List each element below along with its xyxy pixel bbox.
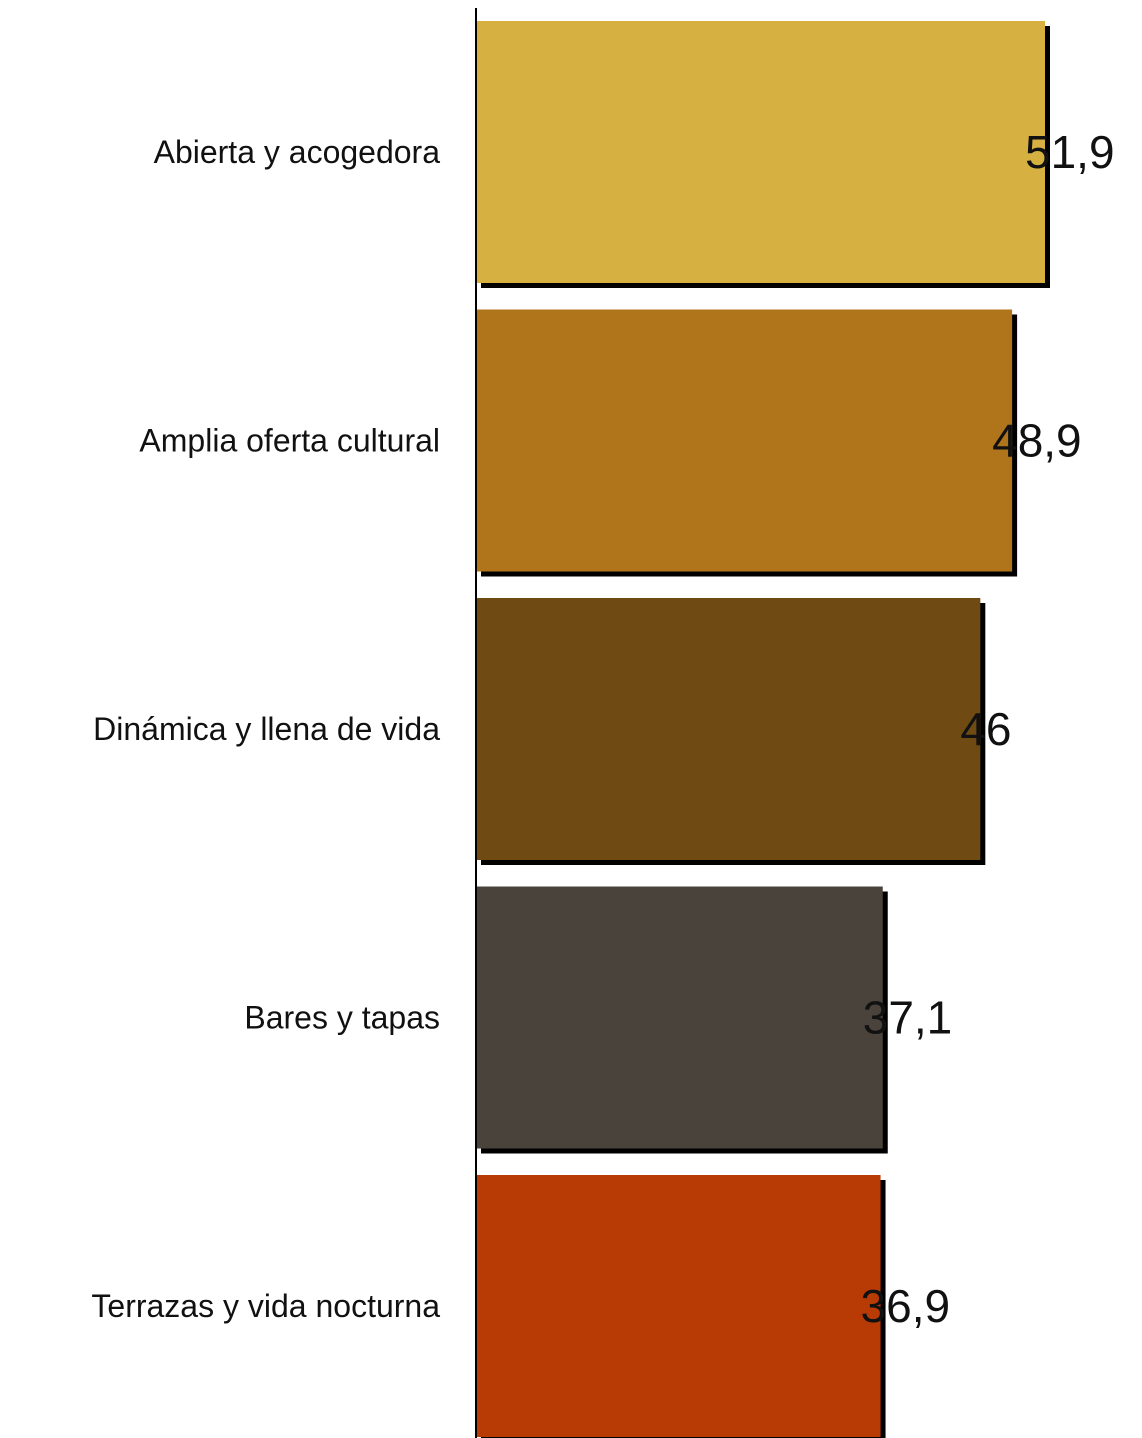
data-label: 46 bbox=[960, 703, 1011, 755]
bars-group bbox=[476, 21, 1050, 1438]
bar bbox=[476, 886, 883, 1149]
bar bbox=[476, 309, 1013, 572]
bar bbox=[476, 21, 1045, 283]
category-label: Abierta y acogedora bbox=[154, 134, 441, 170]
category-label: Bares y tapas bbox=[244, 1000, 440, 1036]
data-label: 37,1 bbox=[863, 992, 953, 1044]
data-label: 51,9 bbox=[1025, 126, 1115, 178]
labels-group: Abierta y acogedora 51,9 Amplia oferta cul… bbox=[91, 126, 1114, 1332]
data-label: 48,9 bbox=[992, 415, 1082, 467]
bar bbox=[476, 1175, 881, 1437]
category-label: Amplia oferta cultural bbox=[139, 423, 440, 459]
bar bbox=[476, 598, 981, 860]
data-label: 36,9 bbox=[861, 1280, 951, 1332]
category-label: Terrazas y vida nocturna bbox=[91, 1288, 440, 1324]
category-label: Dinámica y llena de vida bbox=[93, 711, 440, 747]
